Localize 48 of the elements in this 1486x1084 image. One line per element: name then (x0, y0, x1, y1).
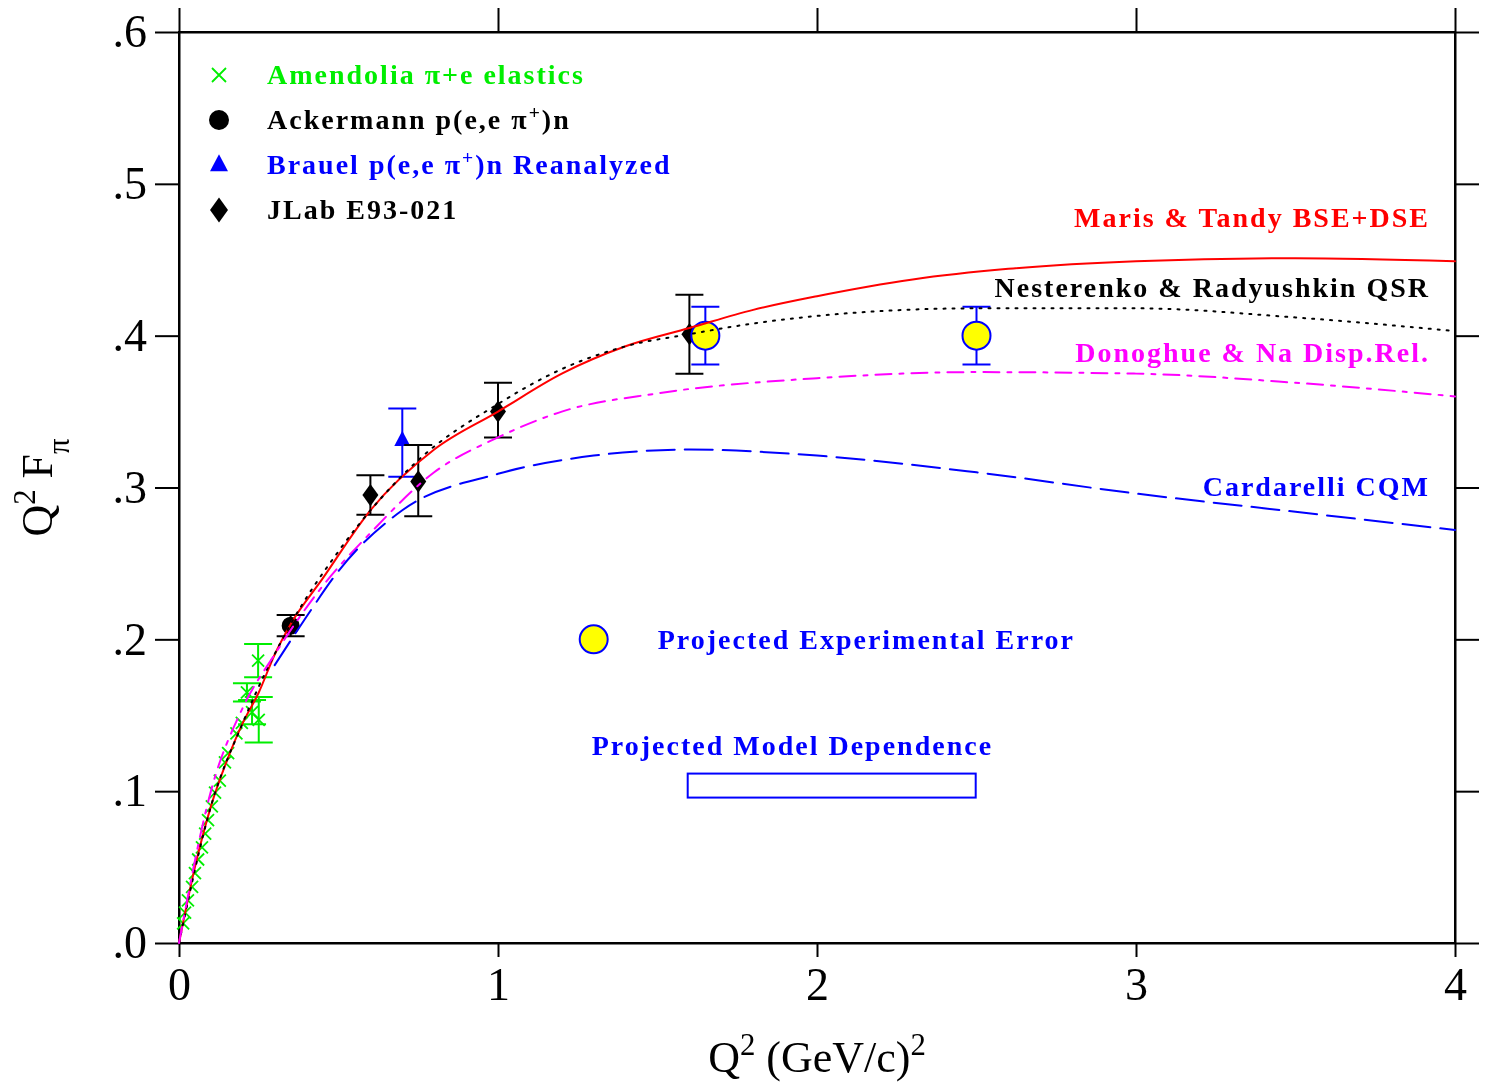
point (251, 653, 266, 668)
y-tick-label: .4 (112, 309, 147, 361)
point (245, 705, 259, 720)
point (191, 852, 206, 867)
point (188, 866, 202, 881)
point (185, 879, 199, 894)
x-tick-label: 3 (1125, 958, 1148, 1010)
series-label: Maris & Tandy BSE+DSE (1074, 202, 1430, 234)
point (961, 320, 992, 351)
legend-label: Amendolia π+e elastics (267, 59, 585, 90)
point (251, 712, 266, 727)
line-series (273, 448, 1456, 667)
point (362, 483, 379, 507)
legend-label: Ackermann p(e,e π$^{+}$)n (267, 101, 571, 135)
x-tick-label: 1 (487, 958, 510, 1010)
y-tick-label: .0 (112, 917, 147, 969)
point (410, 470, 427, 493)
legend-label: JLab E93-021 (267, 194, 459, 225)
point (204, 799, 219, 814)
legend-label: Projected Experimental Error (657, 624, 1075, 656)
x-axis-title: Q$^{2}$ (GeV/c)$^{2}$ (708, 1028, 926, 1082)
point (201, 813, 215, 827)
y-tick-label: .6 (112, 6, 147, 58)
point (229, 726, 244, 741)
point (178, 905, 192, 920)
point (240, 685, 254, 700)
point (208, 785, 222, 800)
point (176, 916, 191, 931)
y-tick-label: .1 (112, 765, 147, 817)
x-tick-label: 0 (168, 958, 191, 1010)
series-label: Nesterenko & Radyushkin QSR (994, 272, 1430, 304)
point (218, 755, 232, 770)
x-tick-label: 2 (806, 958, 829, 1010)
point (181, 893, 195, 908)
point (234, 715, 249, 730)
legend-label: Brauel p(e,e π$^{+}$)n Reanalyzed (267, 146, 672, 180)
series-label: Donoghue & Na Disp.Rel. (1075, 337, 1430, 369)
y-tick-label: .2 (112, 613, 147, 665)
point (221, 746, 236, 761)
y-tick-label: .5 (112, 158, 147, 210)
point (198, 826, 213, 841)
point (690, 320, 721, 351)
series-label: Cardarelli CQM (1202, 471, 1430, 503)
annotation: Projected Model Dependence (591, 729, 994, 761)
point (195, 840, 209, 855)
x-tick-label: 4 (1444, 958, 1467, 1010)
point (212, 773, 227, 788)
y-tick-label: .3 (112, 461, 147, 513)
